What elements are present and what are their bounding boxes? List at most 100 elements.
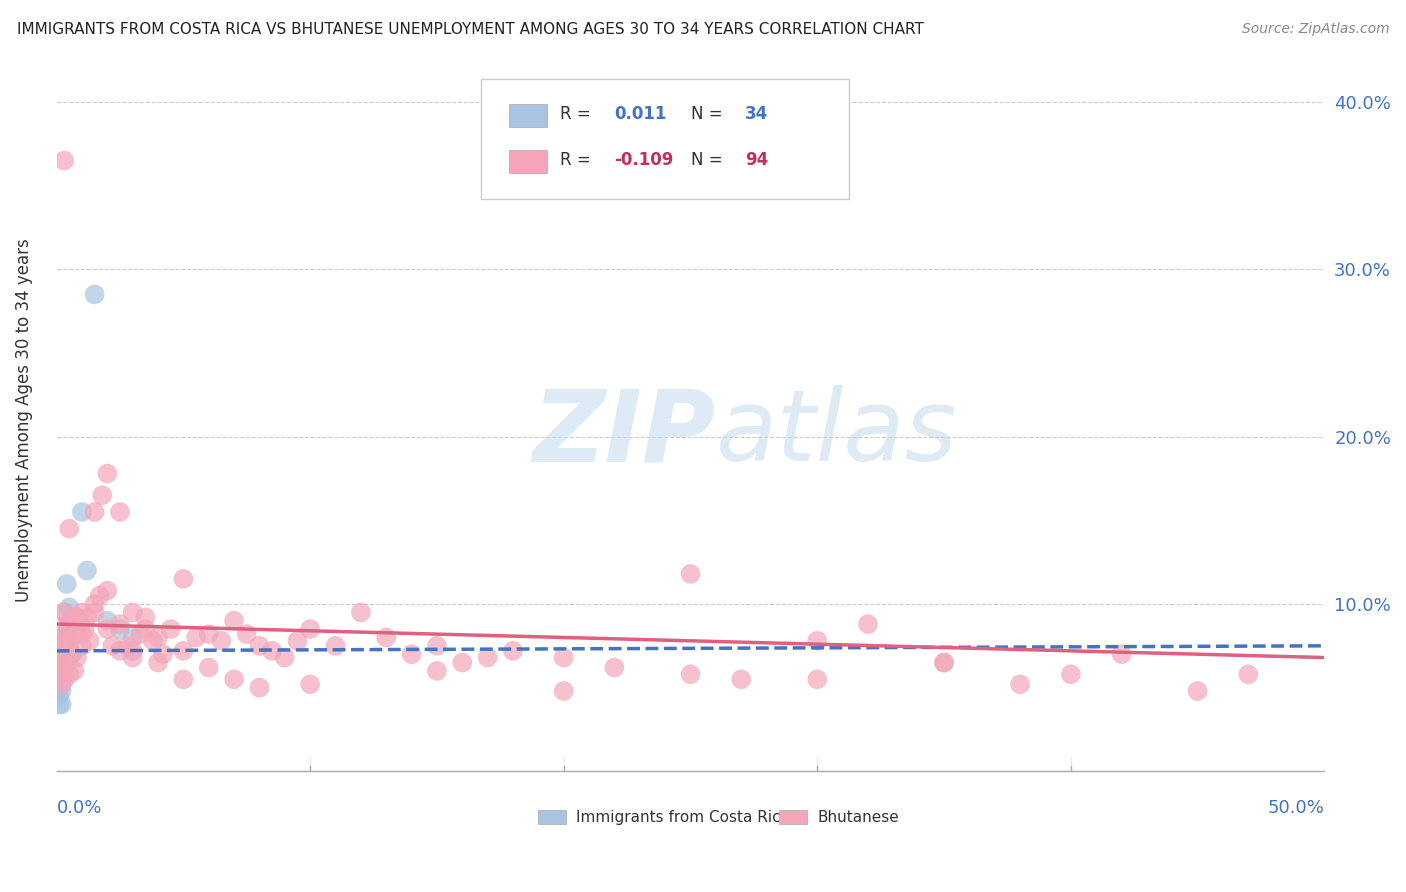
Point <box>1111 647 1133 661</box>
FancyBboxPatch shape <box>509 104 547 127</box>
Point <box>70 639 93 653</box>
Point <box>197 660 219 674</box>
Point <box>83 505 105 519</box>
Point <box>58 522 80 536</box>
Point <box>51 684 73 698</box>
Text: R =: R = <box>560 105 596 123</box>
Text: N =: N = <box>690 151 727 169</box>
Point <box>262 644 284 658</box>
Point <box>401 647 423 661</box>
Point <box>51 656 73 670</box>
Point <box>121 650 143 665</box>
Point <box>1010 677 1032 691</box>
Point <box>51 631 73 645</box>
Point <box>55 577 77 591</box>
Point <box>142 633 165 648</box>
Point <box>172 644 194 658</box>
Text: R =: R = <box>560 151 596 169</box>
Text: Immigrants from Costa Rica: Immigrants from Costa Rica <box>576 810 790 824</box>
Point <box>55 617 77 632</box>
Point <box>172 673 194 687</box>
Point <box>60 647 83 661</box>
Point <box>236 627 259 641</box>
Point <box>66 627 89 641</box>
FancyBboxPatch shape <box>509 150 547 172</box>
Point <box>249 639 271 653</box>
Point <box>67 617 90 632</box>
Point <box>63 627 86 641</box>
Point <box>60 610 83 624</box>
Text: N =: N = <box>690 105 727 123</box>
Text: 94: 94 <box>745 151 768 169</box>
Point <box>553 684 575 698</box>
Point <box>53 606 76 620</box>
Point <box>134 622 156 636</box>
Point <box>48 639 70 653</box>
Point <box>79 633 101 648</box>
Point <box>63 617 86 632</box>
Point <box>146 656 169 670</box>
Point <box>152 647 174 661</box>
Point <box>58 600 80 615</box>
Point <box>134 610 156 624</box>
Point <box>299 622 322 636</box>
Point <box>806 633 828 648</box>
Point <box>121 644 143 658</box>
Point <box>58 667 80 681</box>
Point <box>209 633 232 648</box>
Point <box>70 505 93 519</box>
Point <box>1187 684 1209 698</box>
Point <box>274 650 297 665</box>
Text: 34: 34 <box>745 105 768 123</box>
Point <box>806 673 828 687</box>
Point <box>932 656 955 670</box>
Point <box>76 564 98 578</box>
Point <box>553 650 575 665</box>
Point <box>73 622 96 636</box>
Point <box>66 610 89 624</box>
Point <box>91 488 114 502</box>
Point <box>679 667 702 681</box>
Point <box>146 631 169 645</box>
Point <box>66 650 89 665</box>
Point <box>159 622 181 636</box>
Point <box>53 633 76 648</box>
Point <box>426 664 449 678</box>
Point <box>184 631 207 645</box>
Point <box>1237 667 1260 681</box>
Point <box>83 606 105 620</box>
Point <box>53 153 76 168</box>
Point <box>70 627 93 641</box>
FancyBboxPatch shape <box>779 810 807 824</box>
Point <box>730 673 752 687</box>
Point <box>249 681 271 695</box>
Point <box>108 644 131 658</box>
Point <box>53 606 76 620</box>
Point <box>58 639 80 653</box>
Point <box>48 639 70 653</box>
Point <box>299 677 322 691</box>
Text: Source: ZipAtlas.com: Source: ZipAtlas.com <box>1241 22 1389 37</box>
Point <box>83 287 105 301</box>
Point <box>172 572 194 586</box>
Y-axis label: Unemployment Among Ages 30 to 34 years: Unemployment Among Ages 30 to 34 years <box>15 238 32 602</box>
Point <box>60 647 83 661</box>
Point <box>197 627 219 641</box>
Point <box>121 606 143 620</box>
Point <box>48 689 70 703</box>
Point <box>60 614 83 628</box>
Point <box>48 664 70 678</box>
Point <box>101 639 124 653</box>
Point <box>108 617 131 632</box>
Point <box>53 673 76 687</box>
Point <box>502 644 524 658</box>
Text: ZIP: ZIP <box>533 385 716 483</box>
Point <box>477 650 499 665</box>
Point <box>96 583 118 598</box>
Point <box>426 639 449 653</box>
Text: Bhutanese: Bhutanese <box>817 810 898 824</box>
Point <box>48 698 70 712</box>
Point <box>121 631 143 645</box>
Point <box>55 622 77 636</box>
Point <box>287 633 309 648</box>
